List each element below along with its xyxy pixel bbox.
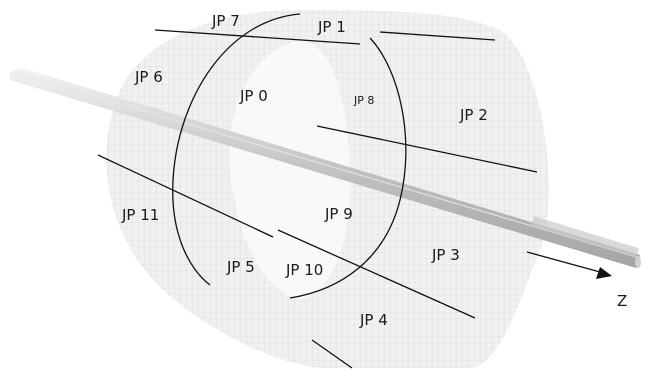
region-label-jp8: JP 8	[353, 94, 374, 107]
region-label-jp3: JP 3	[431, 246, 460, 264]
region-label-jp9: JP 9	[324, 205, 353, 223]
segment-lines	[97, 13, 538, 369]
region-label-jp7: JP 7	[211, 12, 240, 30]
region-label-jp6: JP 6	[134, 68, 163, 86]
beam-pipe	[10, 68, 641, 268]
region-label-jp4: JP 4	[359, 311, 388, 329]
region-label-jp0: JP 0	[239, 87, 268, 105]
cylinder-surface	[106, 10, 549, 368]
region-label-jp5: JP 5	[226, 258, 255, 276]
region-labels: JP 7 JP 1 JP 6 JP 0 JP 8 JP 2 JP 11 JP 9…	[121, 12, 627, 329]
region-label-jp11: JP 11	[121, 206, 159, 224]
z-axis-label: Z	[617, 292, 627, 310]
z-axis-arrow	[526, 251, 612, 279]
region-label-jp1: JP 1	[317, 18, 346, 36]
region-label-jp2: JP 2	[459, 106, 488, 124]
region-label-jp10: JP 10	[285, 261, 323, 279]
